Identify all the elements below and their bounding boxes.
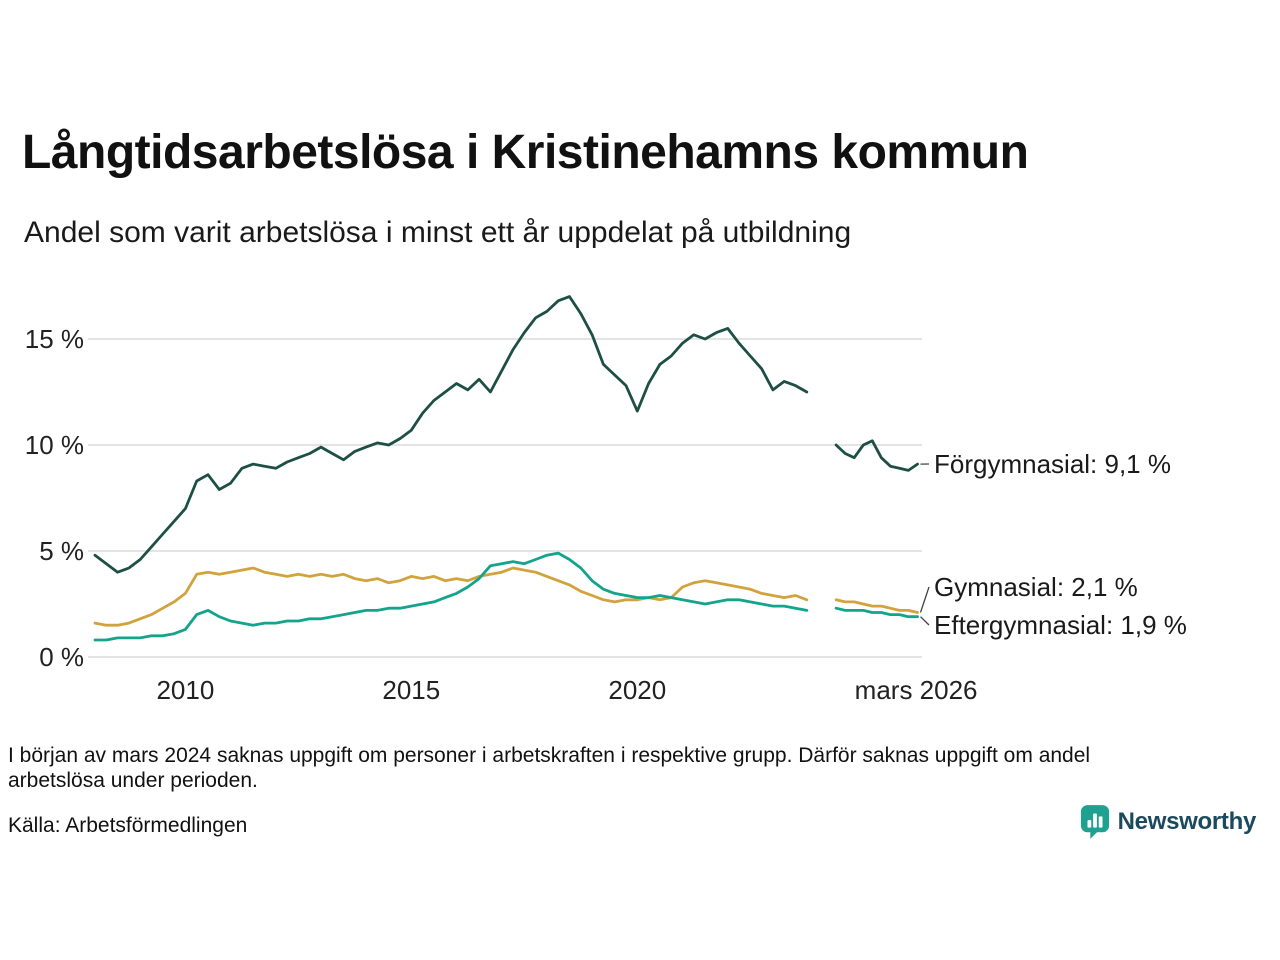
newsworthy-logo-icon bbox=[1080, 804, 1110, 839]
chart-line-forgymnasial bbox=[834, 439, 919, 472]
annotation-gymnasial: Gymnasial: 2,1 % bbox=[934, 572, 1138, 602]
annotation-forgymnasial: Förgymnasial: 9,1 % bbox=[934, 449, 1171, 479]
chart-line-eftergymnasial bbox=[834, 606, 919, 619]
y-axis-tick-label: 10 % bbox=[25, 430, 84, 460]
chart-line-gymnasial bbox=[834, 598, 919, 614]
chart-line-eftergymnasial bbox=[93, 551, 809, 642]
x-axis-tick-label: 2015 bbox=[382, 675, 440, 705]
chart-subtitle: Andel som varit arbetslösa i minst ett å… bbox=[24, 216, 852, 249]
newsworthy-logo-text: Newsworthy bbox=[1117, 807, 1257, 835]
footnote: I början av mars 2024 saknas uppgift om … bbox=[8, 744, 1091, 792]
annotation-eftergymnasial: Eftergymnasial: 1,9 % bbox=[934, 610, 1187, 640]
annotation-leader-eftergymnasial bbox=[920, 616, 930, 626]
y-axis-tick-label: 0 % bbox=[39, 642, 84, 672]
x-axis-tick-label: 2010 bbox=[156, 675, 214, 705]
page-title: Långtidsarbetslösa i Kristinehamns kommu… bbox=[22, 126, 1029, 179]
x-axis-tick-label: 2020 bbox=[608, 675, 666, 705]
newsworthy-logo: Newsworthy bbox=[1080, 804, 1256, 839]
y-axis-tick-label: 15 % bbox=[25, 324, 84, 354]
chart-line-forgymnasial bbox=[93, 295, 809, 574]
annotation-leader-gymnasial bbox=[919, 586, 930, 613]
y-axis-tick-label: 5 % bbox=[39, 536, 84, 566]
chart-line-gymnasial bbox=[93, 566, 809, 627]
source-credit: Källa: Arbetsförmedlingen bbox=[8, 814, 248, 837]
x-axis-tick-label: mars 2026 bbox=[855, 675, 978, 705]
